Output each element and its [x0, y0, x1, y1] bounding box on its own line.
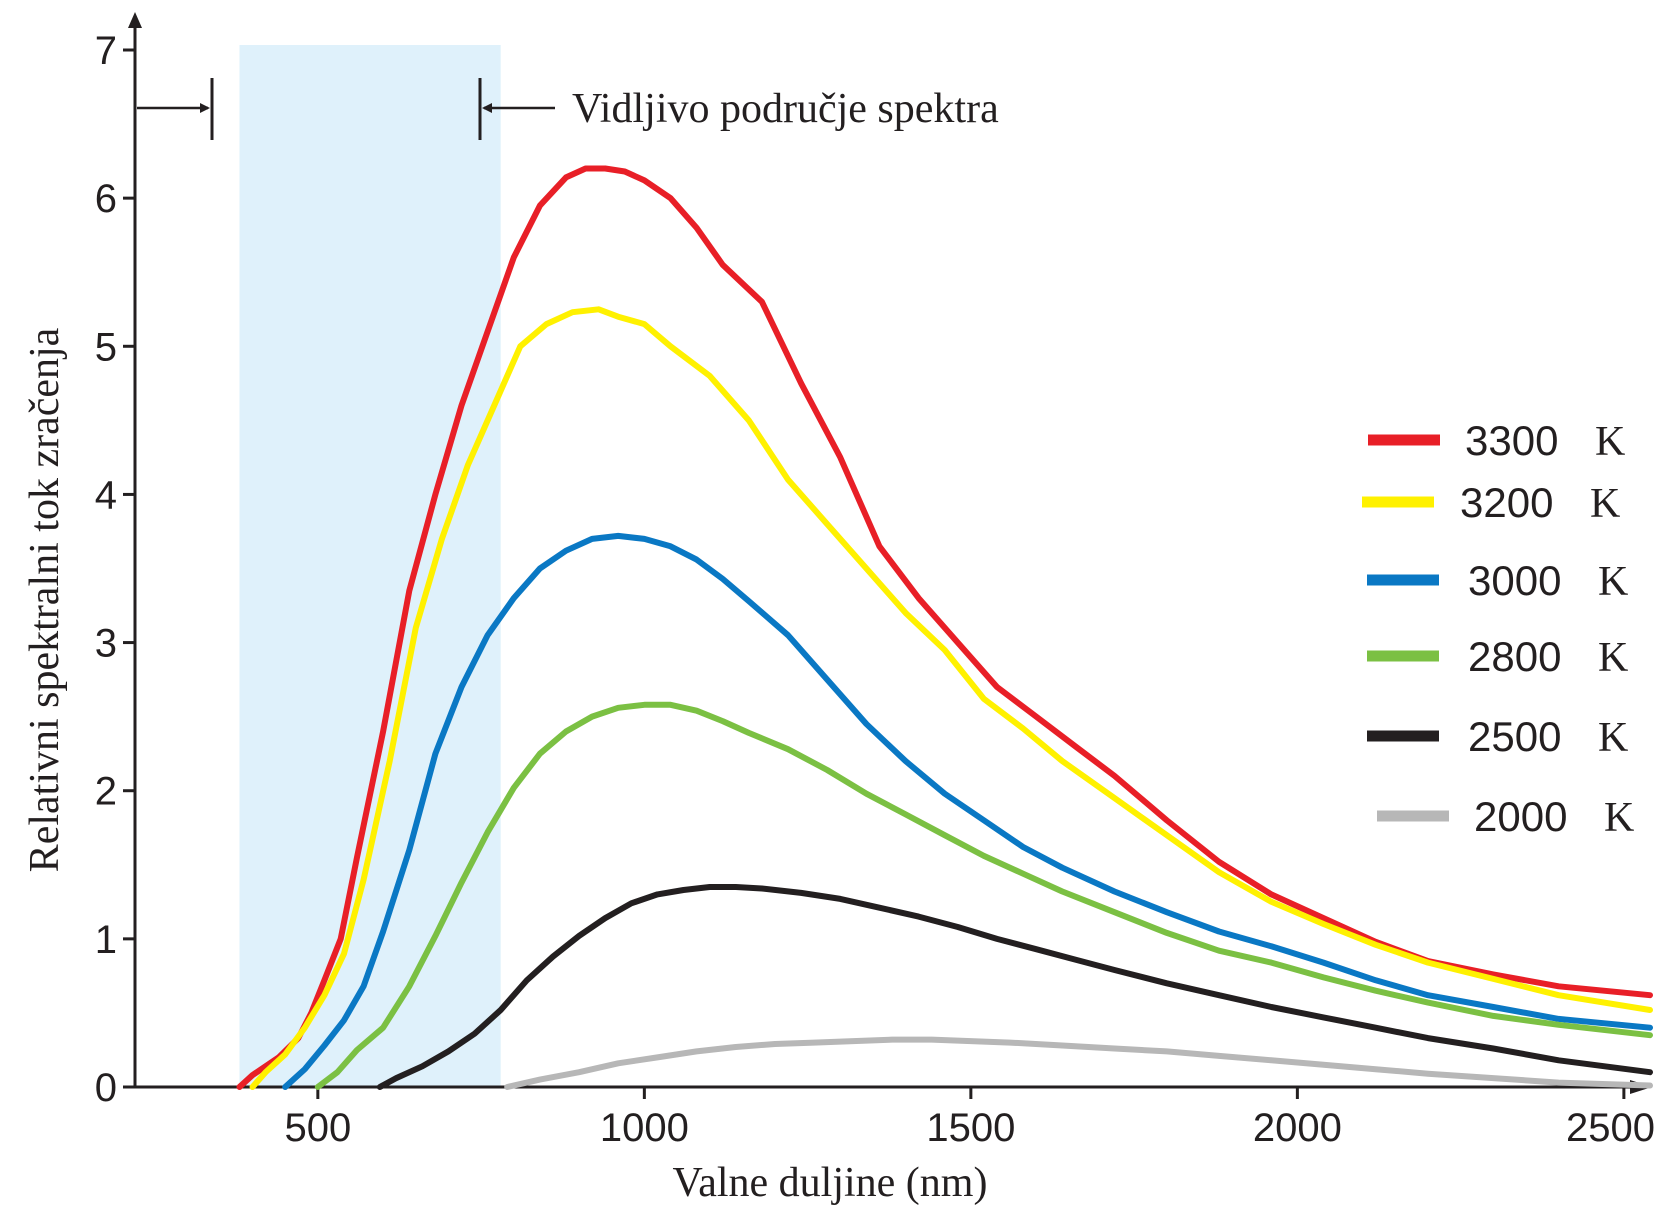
y-tick-label: 4 [95, 473, 117, 517]
tick-group: 0 1 2 3 4 5 6 7 500 1000 1500 2000 2500 [95, 29, 1655, 1150]
legend-label-3200: 3200 [1460, 479, 1553, 526]
legend-label-2500: 2500 [1468, 713, 1561, 760]
x-tick-label: 1500 [926, 1106, 1015, 1150]
legend-label-2000: 2000 [1474, 793, 1567, 840]
y-axis-arrow-icon [128, 12, 142, 28]
series-line-3000 [282, 532, 1653, 1090]
series-line-3300 [236, 165, 1653, 1090]
legend-unit-2800: K [1598, 635, 1628, 681]
y-tick-label: 0 [95, 1066, 117, 1110]
visible-band-label: Vidljivo područje spektra [572, 86, 999, 132]
x-tick-label: 2000 [1253, 1106, 1342, 1150]
series-line-2000 [504, 1036, 1653, 1090]
y-axis-title: Relativni spektralni tok zračenja [22, 327, 68, 872]
legend-label-3000: 3000 [1468, 557, 1561, 604]
x-tick-label: 1000 [600, 1106, 689, 1150]
legend-label-3300: 3300 [1465, 417, 1558, 464]
legend-label-2800: 2800 [1468, 633, 1561, 680]
series-line-2800 [314, 701, 1653, 1090]
x-axis-title: Valne duljine (nm) [673, 1160, 988, 1206]
visible-band-annotation: Vidljivo područje spektra [137, 78, 999, 140]
legend-unit-3000: K [1598, 559, 1628, 605]
y-tick-label: 6 [95, 177, 117, 221]
series-line-3200 [249, 306, 1653, 1090]
y-tick-label: 1 [95, 918, 117, 962]
y-tick-label: 7 [95, 29, 117, 73]
legend-unit-3300: K [1595, 419, 1625, 465]
legend-unit-2500: K [1598, 715, 1628, 761]
y-tick-label: 5 [95, 325, 117, 369]
x-tick-label: 2500 [1566, 1106, 1655, 1150]
y-tick-label: 3 [95, 622, 117, 666]
series-line-2500 [376, 884, 1653, 1090]
visible-band-layer [239, 45, 501, 1087]
legend-unit-2000: K [1604, 795, 1634, 841]
visible-spectrum-band [239, 45, 501, 1087]
legend-unit-3200: K [1590, 481, 1620, 527]
y-tick-label: 2 [95, 770, 117, 814]
legend: 3300 K 3200 K 3000 K 2800 K 2500 K 2000 K [1362, 417, 1634, 841]
series-layer [236, 165, 1653, 1090]
x-tick-label: 500 [284, 1106, 351, 1150]
